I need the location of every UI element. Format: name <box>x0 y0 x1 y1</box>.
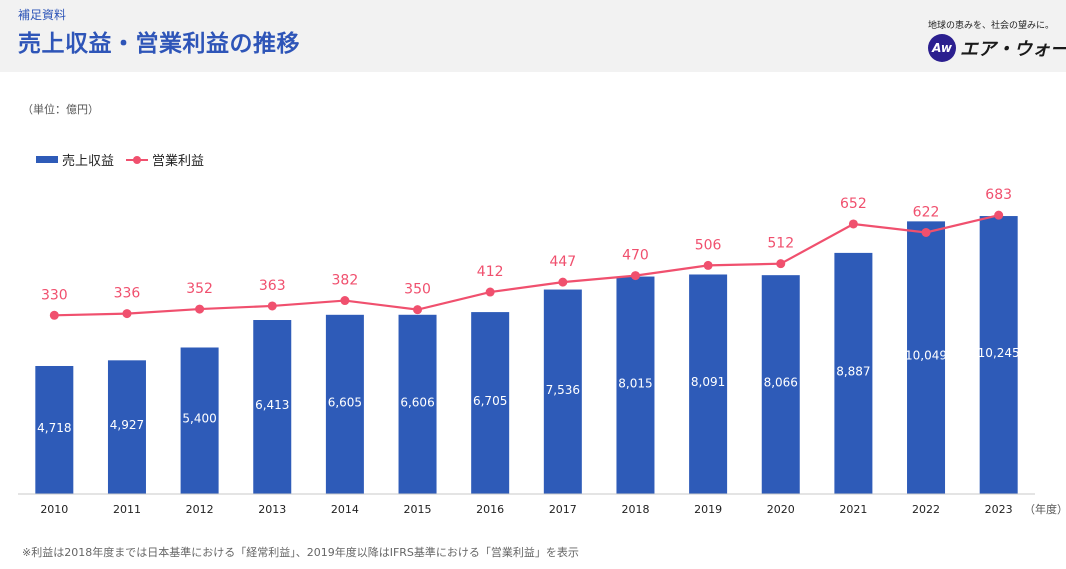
revenue-bar <box>35 365 74 494</box>
profit-point <box>921 227 931 237</box>
revenue-data-label: 6,413 <box>255 398 289 412</box>
profit-point <box>485 287 495 297</box>
revenue-bar <box>543 289 582 494</box>
revenue-bar <box>180 347 219 494</box>
footnote: ※利益は2018年度までは日本基準における「経常利益」、2019年度以降はIFR… <box>22 546 579 559</box>
profit-data-label: 350 <box>404 282 431 298</box>
x-tick-label: 2013 <box>258 503 286 516</box>
revenue-data-label: 4,927 <box>110 418 144 432</box>
x-axis-title: （年度） <box>1024 502 1066 516</box>
x-tick-label: 2010 <box>40 503 68 516</box>
profit-data-label: 447 <box>549 254 576 270</box>
chart-legend: 売上収益 営業利益 <box>36 150 216 169</box>
profit-data-label: 352 <box>186 281 213 297</box>
revenue-data-label: 7,536 <box>546 383 580 397</box>
revenue-bar <box>398 314 437 494</box>
revenue-bar <box>979 216 1018 494</box>
profit-data-label: 506 <box>695 237 722 253</box>
revenue-bar <box>107 360 146 494</box>
revenue-data-label: 8,015 <box>618 376 652 390</box>
x-tick-label: 2023 <box>985 503 1013 516</box>
profit-data-label: 330 <box>41 287 68 303</box>
profit-point <box>267 301 277 311</box>
revenue-bar <box>616 276 655 494</box>
legend-line-swatch <box>126 155 149 164</box>
profit-point <box>630 271 640 281</box>
x-tick-label: 2015 <box>404 503 432 516</box>
revenue-data-label: 10,049 <box>905 349 947 363</box>
revenue-data-label: 10,245 <box>978 346 1020 360</box>
profit-point <box>558 277 568 287</box>
profit-point <box>413 305 423 315</box>
revenue-data-label: 6,605 <box>328 395 362 409</box>
profit-point <box>340 296 350 306</box>
revenue-data-label: 6,705 <box>473 394 507 408</box>
x-tick-label: 2021 <box>839 503 867 516</box>
revenue-data-label: 8,066 <box>764 376 798 390</box>
revenue-data-label: 5,400 <box>182 412 216 426</box>
subtitle: 補足資料 <box>18 8 67 22</box>
profit-data-label: 382 <box>332 273 359 289</box>
revenue-bar <box>253 320 292 494</box>
x-tick-label: 2022 <box>912 503 940 516</box>
profit-data-label: 336 <box>114 286 141 302</box>
revenue-data-label: 6,606 <box>400 395 434 409</box>
profit-data-label: 363 <box>259 278 286 294</box>
legend-label-profit: 営業利益 <box>152 154 205 169</box>
profit-data-label: 622 <box>913 204 940 220</box>
header-bar: 補足資料 売上収益・営業利益の推移 地球の恵みを、社会の望みに。 Aw エア・ウ… <box>0 0 1066 72</box>
company-logo: Aw エア・ウォーター <box>928 34 1066 62</box>
logo-icon: Aw <box>928 34 956 62</box>
x-tick-label: 2018 <box>621 503 649 516</box>
x-tick-label: 2019 <box>694 503 722 516</box>
revenue-bar <box>689 274 728 494</box>
revenue-data-label: 8,887 <box>836 364 870 378</box>
x-tick-label: 2016 <box>476 503 504 516</box>
x-tick-label: 2014 <box>331 503 359 516</box>
profit-point <box>776 259 786 269</box>
profit-point <box>994 210 1004 220</box>
revenue-data-label: 4,718 <box>37 421 71 435</box>
profit-point <box>848 219 858 229</box>
revenue-data-label: 8,091 <box>691 375 725 389</box>
revenue-bar <box>325 314 364 494</box>
legend-item-profit: 営業利益 <box>126 150 204 169</box>
logo-text: エア・ウォーター <box>960 39 1066 60</box>
x-tick-label: 2011 <box>113 503 141 516</box>
profit-point <box>195 304 205 314</box>
company-tagline: 地球の恵みを、社会の望みに。 <box>928 21 1055 31</box>
legend-item-revenue: 売上収益 <box>36 150 114 169</box>
profit-data-label: 683 <box>985 187 1012 203</box>
profit-line <box>54 214 999 317</box>
profit-data-label: 412 <box>477 264 504 280</box>
x-tick-label: 2012 <box>186 503 214 516</box>
profit-data-label: 652 <box>840 196 867 212</box>
revenue-bar <box>834 252 873 494</box>
profit-point <box>703 260 713 270</box>
revenue-bar <box>907 221 946 494</box>
revenue-bar <box>761 275 800 494</box>
profit-point <box>122 309 132 319</box>
x-tick-label: 2020 <box>767 503 795 516</box>
unit-label: （単位：億円） <box>22 103 99 116</box>
profit-data-label: 512 <box>767 236 794 252</box>
x-tick-label: 2017 <box>549 503 577 516</box>
page-title: 売上収益・営業利益の推移 <box>18 31 300 57</box>
profit-data-label: 470 <box>622 248 649 264</box>
legend-bar-swatch <box>36 156 58 163</box>
profit-point <box>49 310 59 320</box>
legend-label-revenue: 売上収益 <box>62 154 115 169</box>
revenue-bar <box>471 312 510 494</box>
